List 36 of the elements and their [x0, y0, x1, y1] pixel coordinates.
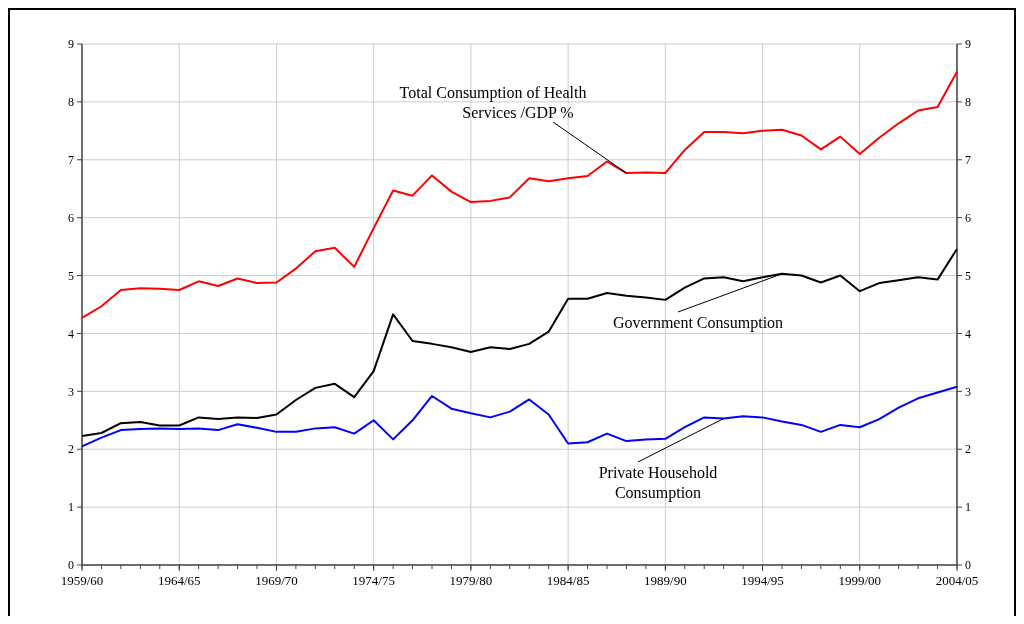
y-tick-label: 5 [68, 268, 74, 283]
y2-tick-label: 1 [965, 500, 971, 515]
y2-tick-label: 7 [965, 152, 971, 167]
y-tick-label: 4 [68, 326, 74, 341]
x-tick-label: 1974/75 [352, 573, 395, 588]
series-label: Government Consumption [612, 314, 784, 332]
y2-tick-label: 8 [965, 95, 971, 110]
line-series [81, 385, 958, 448]
y-tick-label: 8 [68, 95, 74, 110]
y2-tick-label: 3 [965, 384, 971, 399]
y-tick-label: 0 [68, 558, 74, 573]
x-tick-label: 1964/65 [157, 573, 201, 588]
y2-tick-label: 6 [965, 210, 971, 225]
line-series [81, 70, 958, 319]
y2-tick-label: 4 [965, 326, 971, 341]
y-tick-label: 2 [68, 442, 74, 457]
x-tick-label: 1959/60 [60, 573, 104, 588]
x-tick-label: 1989/90 [644, 573, 687, 588]
y-tick-label: 3 [68, 384, 74, 399]
y2-tick-label: 2 [965, 442, 971, 457]
x-tick-label: 1994/95 [741, 573, 784, 588]
x-tick-label: 1999/00 [838, 573, 882, 588]
x-tick-label: 2004/05 [935, 573, 979, 588]
x-tick-label: 1969/70 [255, 573, 298, 588]
y-tick-label: 6 [68, 210, 74, 225]
y-tick-label: 1 [68, 500, 74, 515]
series-label: Private Household Consumption [598, 464, 718, 502]
x-tick-label: 1984/85 [546, 573, 590, 588]
y-tick-label: 9 [68, 37, 74, 52]
y2-tick-label: 9 [965, 37, 971, 52]
x-tick-label: 1979/80 [449, 573, 493, 588]
y2-tick-label: 0 [965, 558, 971, 573]
y-tick-label: 7 [68, 152, 74, 167]
text: Total Consumption of Health Services /GDP % [399, 84, 587, 121]
y2-tick-label: 5 [965, 268, 971, 283]
line-series [81, 247, 958, 437]
